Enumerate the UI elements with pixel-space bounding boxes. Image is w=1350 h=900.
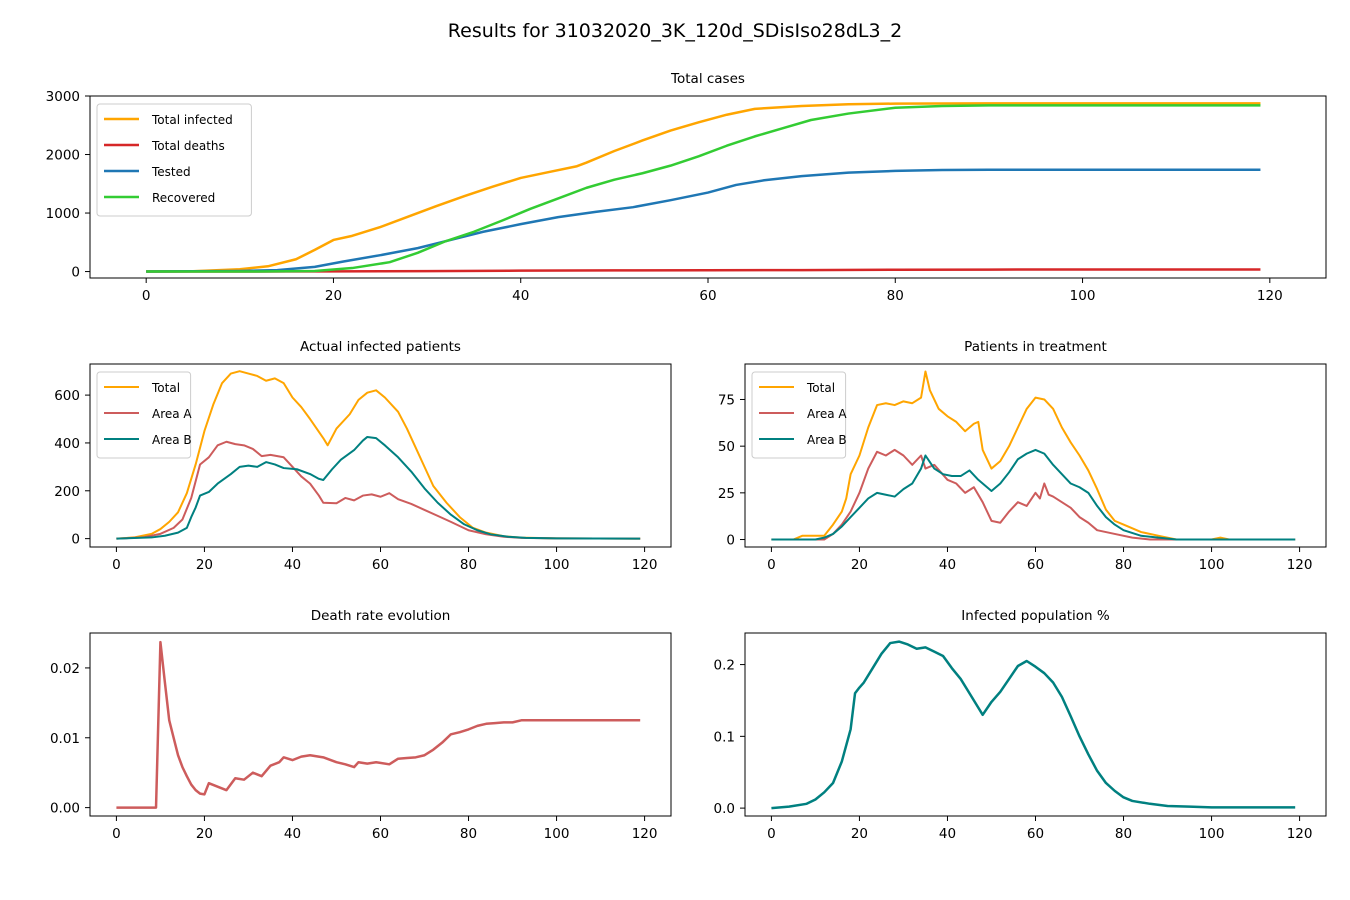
- x-tick-label: 120: [1257, 288, 1283, 304]
- x-tick-label: 60: [372, 557, 389, 573]
- death-rate-chart: Death rate evolution 0 20 40 60 80 100 120 0.00 0…: [50, 608, 672, 842]
- legend: Total Area A Area B: [96, 371, 192, 459]
- legend-label: Total: [806, 381, 835, 395]
- legend-box: [751, 371, 847, 459]
- x-tick-label: 20: [851, 557, 868, 573]
- total-cases-chart: Total cases 0 20 40 60 80 100 120 0 1000 2000 3000 T…: [46, 71, 1327, 304]
- y-tick-label: 0: [71, 265, 80, 281]
- patients-in-treatment-chart: Patients in treatment 0 20 40 60 80 100 120 0 25 5…: [718, 339, 1327, 573]
- figure-title: Results for 31032020_3K_120d_SDisIso28dL…: [448, 20, 902, 42]
- series-line-total-infected: [146, 102, 1261, 273]
- series-line-main: [771, 640, 1296, 810]
- infected-population-chart: Infected population % 0 20 40 60 80 100 120 0.0 0…: [714, 608, 1327, 842]
- x-tick-label: 80: [1115, 826, 1132, 842]
- legend-label: Area A: [807, 407, 847, 421]
- x-tick-label: 120: [1287, 826, 1313, 842]
- series-line-area-b: [116, 435, 641, 540]
- y-tick-label: 25: [718, 486, 735, 502]
- series-line-total: [771, 370, 1296, 541]
- x-tick-label: 80: [1115, 557, 1132, 573]
- y-tick-label: 2000: [46, 148, 80, 164]
- axes-frame: [89, 632, 672, 817]
- legend-box: [96, 371, 192, 459]
- y-tick-label: 0.2: [714, 658, 735, 674]
- legend-label: Area B: [152, 433, 192, 447]
- y-tick-label: 75: [718, 392, 735, 408]
- y-tick-label: 50: [718, 439, 735, 455]
- actual-infected-chart: Actual infected patients 0 20 40 60 80 100 120 0…: [54, 339, 672, 573]
- x-tick-label: 20: [851, 826, 868, 842]
- y-tick-label: 0: [71, 532, 80, 548]
- y-tick-label: 0: [726, 533, 735, 549]
- x-tick-label: 80: [460, 826, 477, 842]
- y-tick-label: 3000: [46, 89, 80, 105]
- legend-label: Recovered: [152, 191, 215, 205]
- y-tick-label: 600: [54, 388, 80, 404]
- axes-frame: [744, 632, 1327, 817]
- x-tick-label: 40: [284, 557, 301, 573]
- x-tick-label: 0: [112, 557, 121, 573]
- x-tick-label: 20: [196, 826, 213, 842]
- y-tick-label: 0.01: [50, 731, 80, 747]
- x-tick-label: 40: [939, 826, 956, 842]
- legend: Total Area A Area B: [751, 371, 847, 459]
- axes-frame: [89, 95, 1327, 279]
- x-tick-label: 120: [632, 557, 658, 573]
- y-tick-label: 200: [54, 484, 80, 500]
- series-line-main: [116, 640, 641, 809]
- x-tick-label: 20: [196, 557, 213, 573]
- legend-label: Total deaths: [151, 139, 225, 153]
- x-tick-label: 60: [699, 288, 716, 304]
- x-tick-label: 120: [632, 826, 658, 842]
- x-tick-label: 60: [1027, 557, 1044, 573]
- x-tick-label: 40: [284, 826, 301, 842]
- y-tick-label: 0.02: [50, 661, 80, 677]
- legend-label: Total infected: [151, 113, 233, 127]
- series-line-total: [116, 370, 641, 540]
- y-tick-label: 400: [54, 436, 80, 452]
- x-tick-label: 40: [939, 557, 956, 573]
- chart-title: Actual infected patients: [300, 339, 461, 355]
- series-line-tested: [146, 168, 1261, 273]
- legend-label: Total: [151, 381, 180, 395]
- legend-label: Area B: [807, 433, 847, 447]
- series-line-area-a: [771, 448, 1296, 541]
- chart-title: Patients in treatment: [964, 339, 1107, 355]
- series-line-area-a: [116, 440, 641, 540]
- legend-box: [96, 103, 252, 217]
- x-tick-label: 100: [544, 826, 570, 842]
- x-tick-label: 0: [112, 826, 121, 842]
- chart-title: Total cases: [670, 71, 745, 87]
- y-tick-label: 0.1: [714, 729, 735, 745]
- x-tick-label: 80: [460, 557, 477, 573]
- x-tick-label: 100: [1070, 288, 1096, 304]
- x-tick-label: 100: [1199, 557, 1225, 573]
- series-line-recovered: [146, 104, 1261, 273]
- chart-title: Infected population %: [961, 608, 1110, 624]
- x-tick-label: 0: [767, 557, 776, 573]
- x-tick-label: 60: [1027, 826, 1044, 842]
- x-tick-label: 40: [512, 288, 529, 304]
- x-tick-label: 60: [372, 826, 389, 842]
- x-tick-label: 100: [1199, 826, 1225, 842]
- y-tick-label: 0.0: [714, 801, 735, 817]
- legend-label: Area A: [152, 407, 192, 421]
- x-tick-label: 120: [1287, 557, 1313, 573]
- y-tick-label: 1000: [46, 206, 80, 222]
- series-line-area-b: [771, 448, 1296, 541]
- x-tick-label: 80: [887, 288, 904, 304]
- y-tick-label: 0.00: [50, 801, 80, 817]
- x-tick-label: 0: [142, 288, 151, 304]
- legend: Total infected Total deaths Tested Recovere…: [96, 103, 252, 217]
- chart-title: Death rate evolution: [311, 608, 451, 624]
- legend-label: Tested: [151, 165, 191, 179]
- x-tick-label: 0: [767, 826, 776, 842]
- x-tick-label: 100: [544, 557, 570, 573]
- x-tick-label: 20: [325, 288, 342, 304]
